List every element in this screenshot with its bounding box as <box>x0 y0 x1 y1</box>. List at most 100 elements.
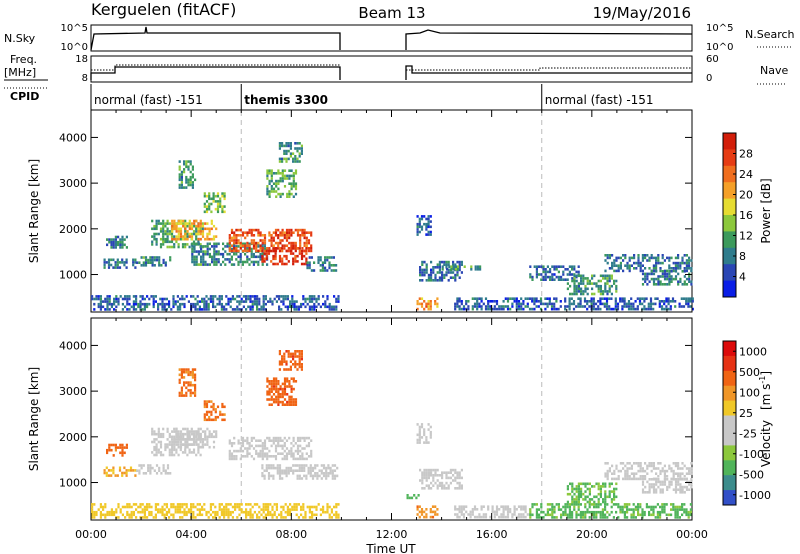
data-cell <box>296 147 299 150</box>
data-cell <box>292 241 295 245</box>
data-cell <box>175 432 178 436</box>
data-cell <box>465 302 468 306</box>
data-cell <box>493 515 496 519</box>
data-cell <box>330 308 333 311</box>
data-cell <box>278 247 282 250</box>
data-cell <box>261 239 264 242</box>
data-cell <box>310 269 313 272</box>
data-cell <box>438 279 441 282</box>
data-cell <box>259 247 262 250</box>
data-cell <box>189 162 192 166</box>
data-cell <box>628 462 631 465</box>
data-cell <box>119 295 122 298</box>
data-cell <box>245 513 248 517</box>
data-cell <box>198 305 201 309</box>
data-cell <box>266 169 269 172</box>
data-cell <box>290 231 293 234</box>
data-cell <box>685 277 689 281</box>
y-tick-label: 4000 <box>59 131 87 144</box>
data-cell <box>203 503 206 506</box>
data-cell <box>239 228 242 232</box>
data-cell <box>540 273 543 276</box>
data-cell <box>326 269 329 272</box>
data-cell <box>132 305 135 309</box>
data-cell <box>140 464 143 467</box>
data-cell <box>277 172 280 175</box>
data-cell <box>484 513 488 516</box>
data-cell <box>423 515 426 519</box>
data-cell <box>250 260 253 264</box>
data-cell <box>685 267 688 270</box>
data-cell <box>416 423 419 426</box>
data-cell <box>320 469 323 472</box>
data-cell <box>319 256 322 259</box>
data-cell <box>615 256 618 260</box>
data-cell <box>279 234 282 237</box>
data-cell <box>281 228 284 232</box>
data-cell <box>184 230 187 233</box>
data-cell <box>200 255 203 259</box>
data-cell <box>306 261 309 264</box>
data-cell <box>666 485 669 489</box>
data-cell <box>139 516 142 519</box>
data-cell <box>251 516 254 519</box>
data-cell <box>575 274 578 278</box>
data-cell <box>192 295 195 298</box>
data-cell <box>677 488 680 491</box>
data-cell <box>566 492 569 496</box>
data-cell <box>495 508 499 511</box>
data-cell <box>290 169 293 172</box>
data-cell <box>690 467 693 470</box>
data-cell <box>308 510 311 514</box>
data-cell <box>184 245 187 249</box>
data-cell <box>211 255 214 259</box>
data-cell <box>511 513 514 516</box>
data-cell <box>667 297 670 300</box>
data-cell <box>189 373 192 377</box>
data-cell <box>157 435 160 439</box>
data-cell <box>301 231 304 234</box>
data-cell <box>551 275 554 279</box>
data-cell <box>177 438 180 441</box>
data-cell <box>228 236 231 240</box>
data-cell <box>124 305 127 309</box>
data-cell <box>617 469 620 473</box>
data-cell <box>634 505 637 509</box>
data-cell <box>544 513 547 517</box>
data-cell <box>296 363 299 366</box>
data-cell <box>656 510 659 514</box>
data-cell <box>661 270 664 273</box>
x-tick-label: 00:00 <box>75 528 107 541</box>
data-cell <box>310 455 313 458</box>
data-cell <box>278 466 282 470</box>
data-cell <box>282 302 285 306</box>
data-cell <box>606 254 609 257</box>
data-cell <box>300 513 303 517</box>
data-cell <box>661 503 664 506</box>
data-cell <box>330 269 333 272</box>
data-cell <box>608 290 611 293</box>
data-cell <box>652 483 656 486</box>
data-cell <box>261 447 264 450</box>
data-cell <box>647 305 650 308</box>
data-cell <box>236 295 239 298</box>
data-cell <box>577 498 580 501</box>
data-cell <box>661 283 664 286</box>
data-cell <box>646 272 649 276</box>
data-cell <box>617 264 620 267</box>
data-cell <box>181 222 185 225</box>
data-cell <box>186 440 189 444</box>
data-cell <box>244 244 247 247</box>
data-cell <box>478 297 481 300</box>
data-cell <box>300 508 303 511</box>
data-cell <box>606 472 609 475</box>
data-cell <box>225 508 228 511</box>
data-cell <box>688 280 691 283</box>
data-cell <box>427 215 430 218</box>
data-cell <box>151 440 154 444</box>
data-cell <box>210 237 213 241</box>
data-cell <box>223 210 226 214</box>
nsearch-tick-top: 10^5 <box>706 23 733 34</box>
data-cell <box>324 302 327 306</box>
data-cell <box>205 308 208 311</box>
